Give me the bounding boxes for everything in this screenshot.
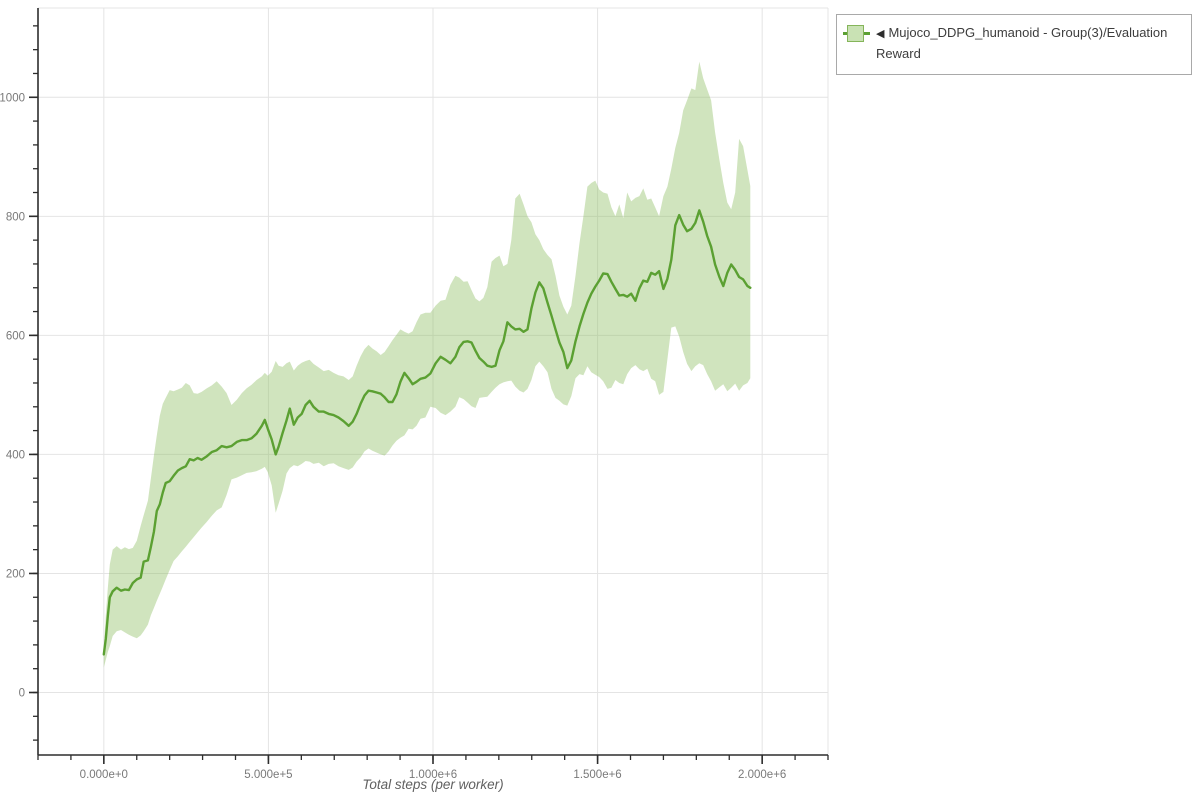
legend-item-evaluation-reward[interactable]: ◀ Mujoco_DDPG_humanoid - Group(3)/Evaluat… [843, 23, 1181, 64]
x-tick-label: 5.000e+5 [244, 769, 292, 781]
y-tick-label: 1000 [0, 92, 25, 104]
y-tick-label: 200 [6, 568, 25, 580]
mean-line [102, 209, 752, 656]
x-axis-title: Total steps (per worker) [362, 777, 503, 792]
y-tick-label: 600 [6, 330, 25, 342]
y-tick-label: 400 [6, 449, 25, 461]
legend-label-wrap: ◀ Mujoco_DDPG_humanoid - Group(3)/Evaluat… [876, 23, 1181, 64]
confidence-band [103, 61, 751, 668]
x-tick-label: 2.000e+6 [738, 769, 786, 781]
swatch-band [847, 25, 864, 42]
collapse-arrow-icon[interactable]: ◀ [876, 28, 885, 40]
x-tick-label: 0.000e+0 [80, 769, 128, 781]
x-tick-label: 1.500e+6 [573, 769, 621, 781]
series-swatch-icon [843, 25, 870, 42]
y-tick-label: 0 [19, 688, 25, 700]
x-tick-label: 1.000e+6 [409, 769, 457, 781]
legend: ◀ Mujoco_DDPG_humanoid - Group(3)/Evaluat… [836, 14, 1192, 75]
y-tick-label: 800 [6, 211, 25, 223]
legend-label: Mujoco_DDPG_humanoid - Group(3)/Evaluati… [876, 25, 1168, 61]
